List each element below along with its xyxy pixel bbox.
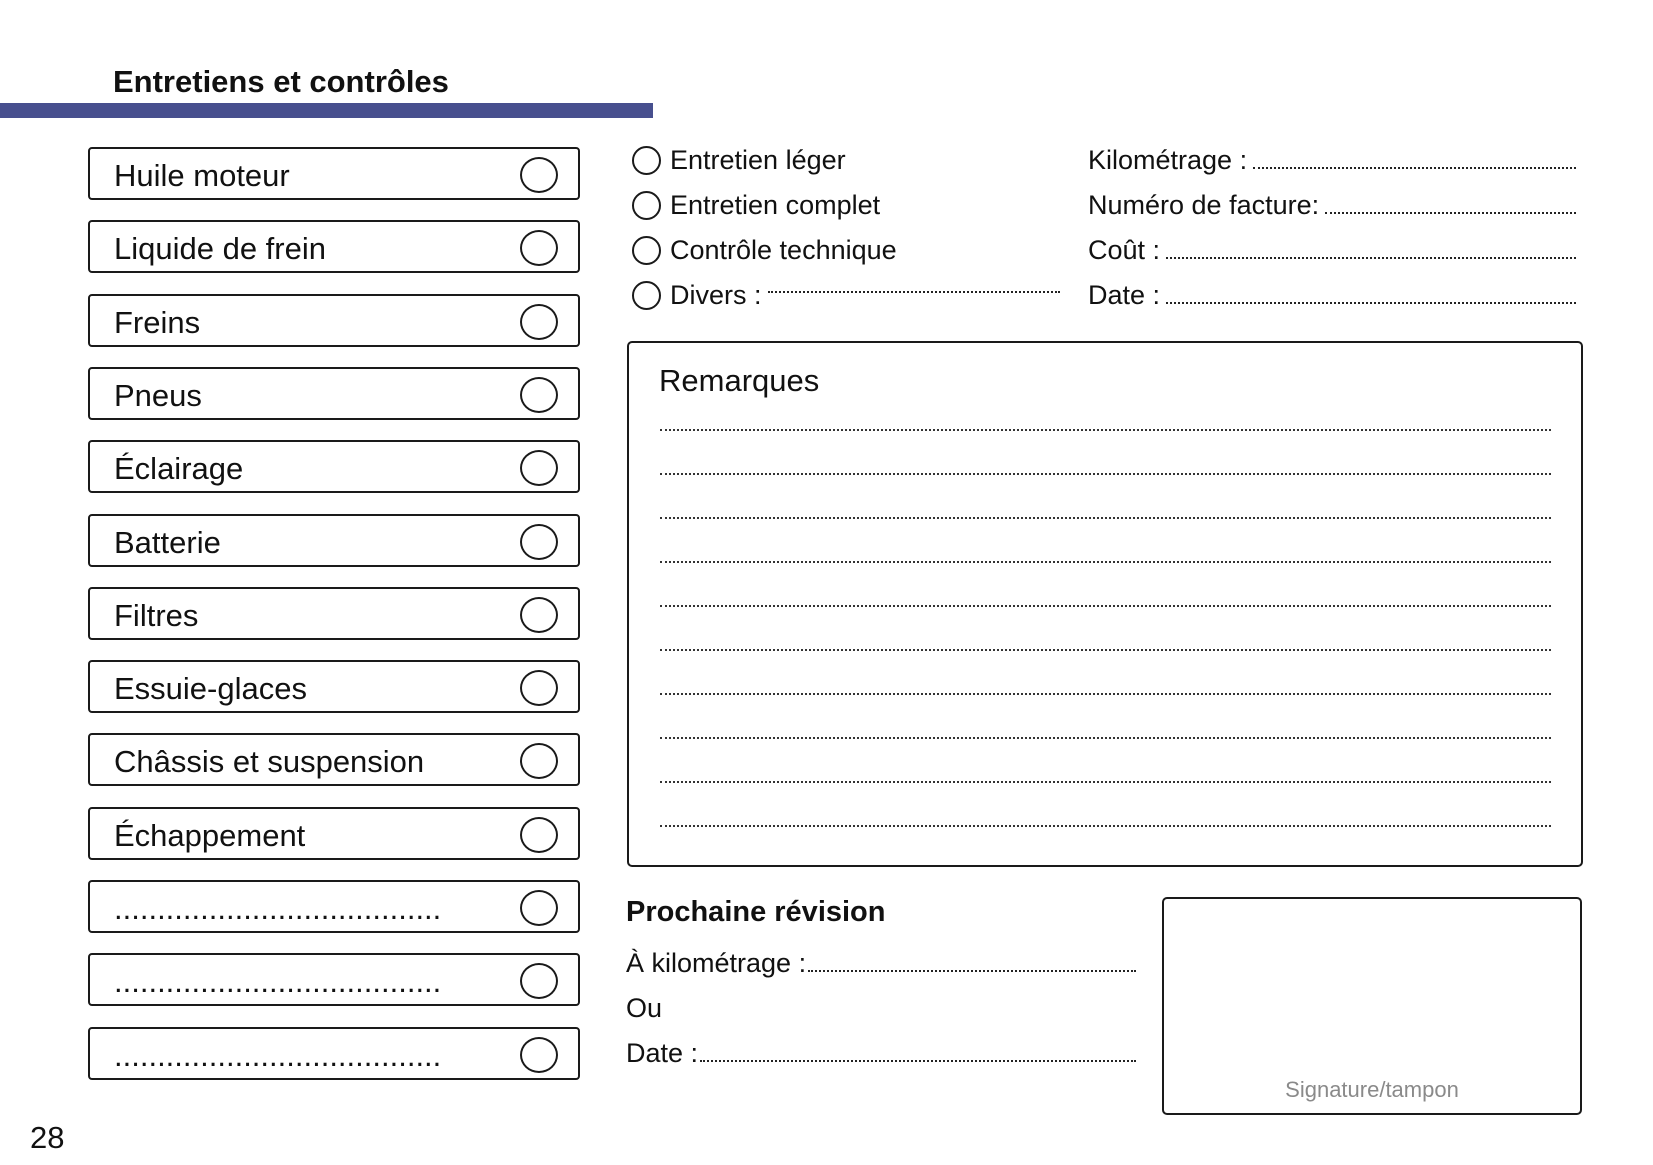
remarks-dotted-line[interactable]: [660, 517, 1551, 519]
remarks-dotted-line[interactable]: [660, 781, 1551, 783]
checkbox-circle-icon[interactable]: [520, 1036, 558, 1073]
checklist-item[interactable]: Pneus: [88, 366, 580, 420]
header-accent-bar: [0, 103, 653, 118]
next-service-date-label: Date :: [626, 1038, 699, 1068]
checklist-item-label: ......................................: [114, 1037, 442, 1073]
checklist-item-label: ......................................: [114, 891, 442, 926]
field-dotted-line: [1166, 302, 1576, 304]
date-dotted-line: [700, 1060, 1136, 1062]
service-type-option[interactable]: Entretien léger: [632, 145, 846, 176]
checkbox-circle-icon[interactable]: [520, 157, 558, 193]
radio-circle-icon[interactable]: [632, 281, 661, 310]
radio-circle-icon[interactable]: [632, 191, 661, 220]
checklist-item-label: Échappement: [114, 817, 306, 853]
checklist-item-label: ......................................: [114, 964, 442, 1000]
checklist-item-label: Batterie: [114, 524, 221, 560]
km-dotted-line: [808, 970, 1136, 972]
checklist-item[interactable]: Freins: [88, 293, 580, 347]
checklist-item-label: Huile moteur: [114, 158, 290, 193]
service-type-label: Contrôle technique: [670, 235, 897, 265]
remarks-dotted-line[interactable]: [660, 473, 1551, 475]
service-field[interactable]: Coût :: [1088, 235, 1576, 266]
checklist-item[interactable]: ......................................: [88, 1026, 580, 1080]
next-service-km-field[interactable]: À kilométrage :: [626, 948, 1136, 979]
next-service-km-label: À kilométrage :: [626, 948, 807, 978]
remarks-dotted-line[interactable]: [660, 649, 1551, 651]
checklist-item-label: Liquide de frein: [114, 231, 326, 267]
checkbox-circle-icon[interactable]: [520, 670, 558, 707]
checklist-item[interactable]: Éclairage: [88, 440, 580, 494]
checklist-item-label: Freins: [114, 304, 201, 340]
checkbox-circle-icon[interactable]: [520, 596, 558, 633]
next-service-title: Prochaine révision: [626, 896, 886, 928]
service-field-label: Kilométrage :: [1088, 145, 1248, 175]
remarks-dotted-line[interactable]: [660, 825, 1551, 827]
checkbox-circle-icon[interactable]: [520, 450, 558, 487]
checklist-item[interactable]: ......................................: [88, 953, 580, 1007]
field-dotted-line: [1325, 212, 1576, 214]
service-type-label: Entretien complet: [670, 190, 881, 220]
checklist-item[interactable]: Châssis et suspension: [88, 733, 580, 787]
service-type-label: Entretien léger: [670, 145, 846, 175]
remarks-dotted-line[interactable]: [660, 429, 1551, 431]
checkbox-circle-icon[interactable]: [520, 816, 558, 853]
page-number: 28: [30, 1120, 65, 1155]
remarks-dotted-line[interactable]: [660, 693, 1551, 695]
page-title: Entretiens et contrôles: [113, 64, 449, 99]
checkbox-circle-icon[interactable]: [520, 890, 558, 926]
service-field[interactable]: Numéro de facture:: [1088, 190, 1576, 221]
checklist-item[interactable]: Liquide de frein: [88, 220, 580, 274]
checklist-item[interactable]: Essuie-glaces: [88, 660, 580, 714]
checkbox-circle-icon[interactable]: [520, 743, 558, 780]
divers-dotted-line: [767, 291, 1060, 293]
checkbox-circle-icon[interactable]: [520, 376, 558, 413]
field-dotted-line: [1253, 167, 1576, 169]
checklist-item-label: Pneus: [114, 377, 202, 413]
service-field[interactable]: Date :: [1088, 280, 1576, 311]
checklist-item[interactable]: Échappement: [88, 806, 580, 860]
remarks-box: Remarques: [627, 341, 1583, 867]
radio-circle-icon[interactable]: [632, 236, 661, 265]
field-dotted-line: [1166, 257, 1576, 259]
checklist-item[interactable]: Filtres: [88, 586, 580, 640]
checklist-item-label: Châssis et suspension: [114, 744, 425, 780]
service-field-label: Date :: [1088, 280, 1161, 310]
checklist-item[interactable]: Huile moteur: [88, 147, 580, 200]
next-service-date-field[interactable]: Date :: [626, 1038, 1136, 1069]
checklist-item-label: Essuie-glaces: [114, 671, 307, 707]
remarks-dotted-line[interactable]: [660, 561, 1551, 563]
remarks-dotted-line[interactable]: [660, 737, 1551, 739]
service-type-option[interactable]: Entretien complet: [632, 190, 880, 221]
remarks-title: Remarques: [659, 363, 820, 398]
service-field[interactable]: Kilométrage :: [1088, 145, 1576, 176]
checklist-item[interactable]: Batterie: [88, 513, 580, 567]
checkbox-circle-icon[interactable]: [520, 963, 558, 1000]
checkbox-circle-icon[interactable]: [520, 303, 558, 340]
checkbox-circle-icon[interactable]: [520, 523, 558, 560]
checklist-item-label: Éclairage: [114, 451, 244, 487]
checklist-item-label: Filtres: [114, 597, 199, 633]
checklist-item[interactable]: ......................................: [88, 880, 580, 933]
signature-label: Signature/tampon: [1285, 1077, 1459, 1102]
signature-box[interactable]: Signature/tampon: [1162, 897, 1582, 1115]
service-type-option[interactable]: Divers :: [632, 280, 1060, 311]
next-service-or: Ou: [626, 993, 663, 1023]
radio-circle-icon[interactable]: [632, 146, 661, 175]
checkbox-circle-icon[interactable]: [520, 230, 558, 267]
service-type-option[interactable]: Contrôle technique: [632, 235, 897, 266]
service-type-label: Divers :: [670, 280, 762, 310]
service-field-label: Numéro de facture:: [1088, 190, 1320, 220]
service-field-label: Coût :: [1088, 235, 1161, 265]
remarks-dotted-line[interactable]: [660, 605, 1551, 607]
